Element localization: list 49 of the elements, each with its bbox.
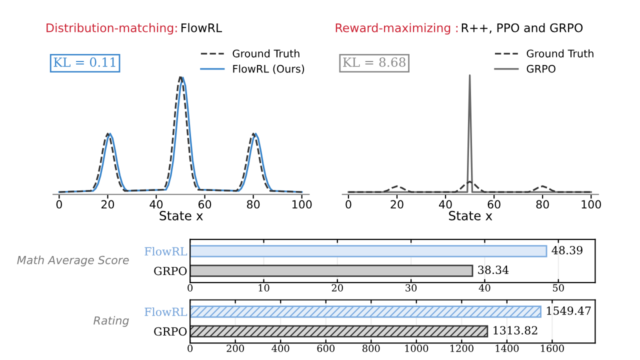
legend-label: Ground Truth <box>526 49 594 58</box>
y-tick-label: GRPO <box>154 327 187 336</box>
x-tick-label: 10 <box>258 284 270 292</box>
x-axis-title: State x <box>160 210 203 220</box>
x-tick-label: 1200 <box>450 344 474 352</box>
chart-subtitle: R++, PPO and GRPO <box>462 23 583 34</box>
x-tick-label: 1400 <box>496 344 519 352</box>
chart-title: Reward-maximizing : <box>336 23 458 35</box>
x-tick-label: 600 <box>317 344 335 352</box>
data-label: 48.39 <box>552 246 582 254</box>
x-tick-label: 60 <box>198 200 212 209</box>
x-tick-label: 60 <box>488 200 500 209</box>
x-tick-label: 80 <box>536 200 549 209</box>
x-tick-label: 0 <box>188 344 193 352</box>
legend-label: GRPO <box>526 64 556 73</box>
text: KL = 8.68 <box>343 57 406 67</box>
data-label: 1313.82 <box>494 326 538 335</box>
y-tick-label: FlowRL <box>144 246 188 256</box>
x-tick-label: 40 <box>439 200 452 209</box>
text: KL = 0.11 <box>54 57 116 67</box>
x-tick-label: 100 <box>582 200 601 209</box>
x-tick-label: 20 <box>390 200 404 209</box>
x-tick-label: 0 <box>346 200 352 209</box>
x-tick-label: 1000 <box>405 344 428 352</box>
legend-label: FlowRL (Ours) <box>233 64 304 74</box>
chart-title: Distribution-matching: <box>46 23 177 35</box>
x-tick-label: 50 <box>553 284 564 292</box>
data-label: 38.34 <box>478 266 509 274</box>
x-tick-label: 0 <box>188 284 193 292</box>
legend-label: Ground Truth <box>232 49 300 58</box>
x-tick-label: 400 <box>272 344 290 352</box>
x-tick-label: 40 <box>150 200 163 209</box>
chart-subtitle: FlowRL <box>182 23 222 32</box>
y-tick-label: FlowRL <box>144 307 188 316</box>
x-tick-label: 80 <box>246 200 260 209</box>
y-axis-title: Math Average Score <box>17 256 129 266</box>
data-label: 1549.47 <box>546 306 591 315</box>
x-tick-label: 20 <box>332 284 343 292</box>
y-tick-label: GRPO <box>154 266 187 276</box>
x-tick-label: 0 <box>56 200 62 209</box>
x-tick-label: 40 <box>478 284 490 292</box>
x-tick-label: 200 <box>226 344 244 352</box>
x-tick-label: 1600 <box>541 344 564 352</box>
x-tick-label: 800 <box>362 344 380 352</box>
x-axis-title: State x <box>448 210 492 220</box>
x-tick-label: 100 <box>292 200 312 209</box>
y-axis-title: Rating <box>94 316 129 327</box>
x-tick-label: 30 <box>406 284 417 292</box>
x-tick-label: 20 <box>101 200 114 209</box>
